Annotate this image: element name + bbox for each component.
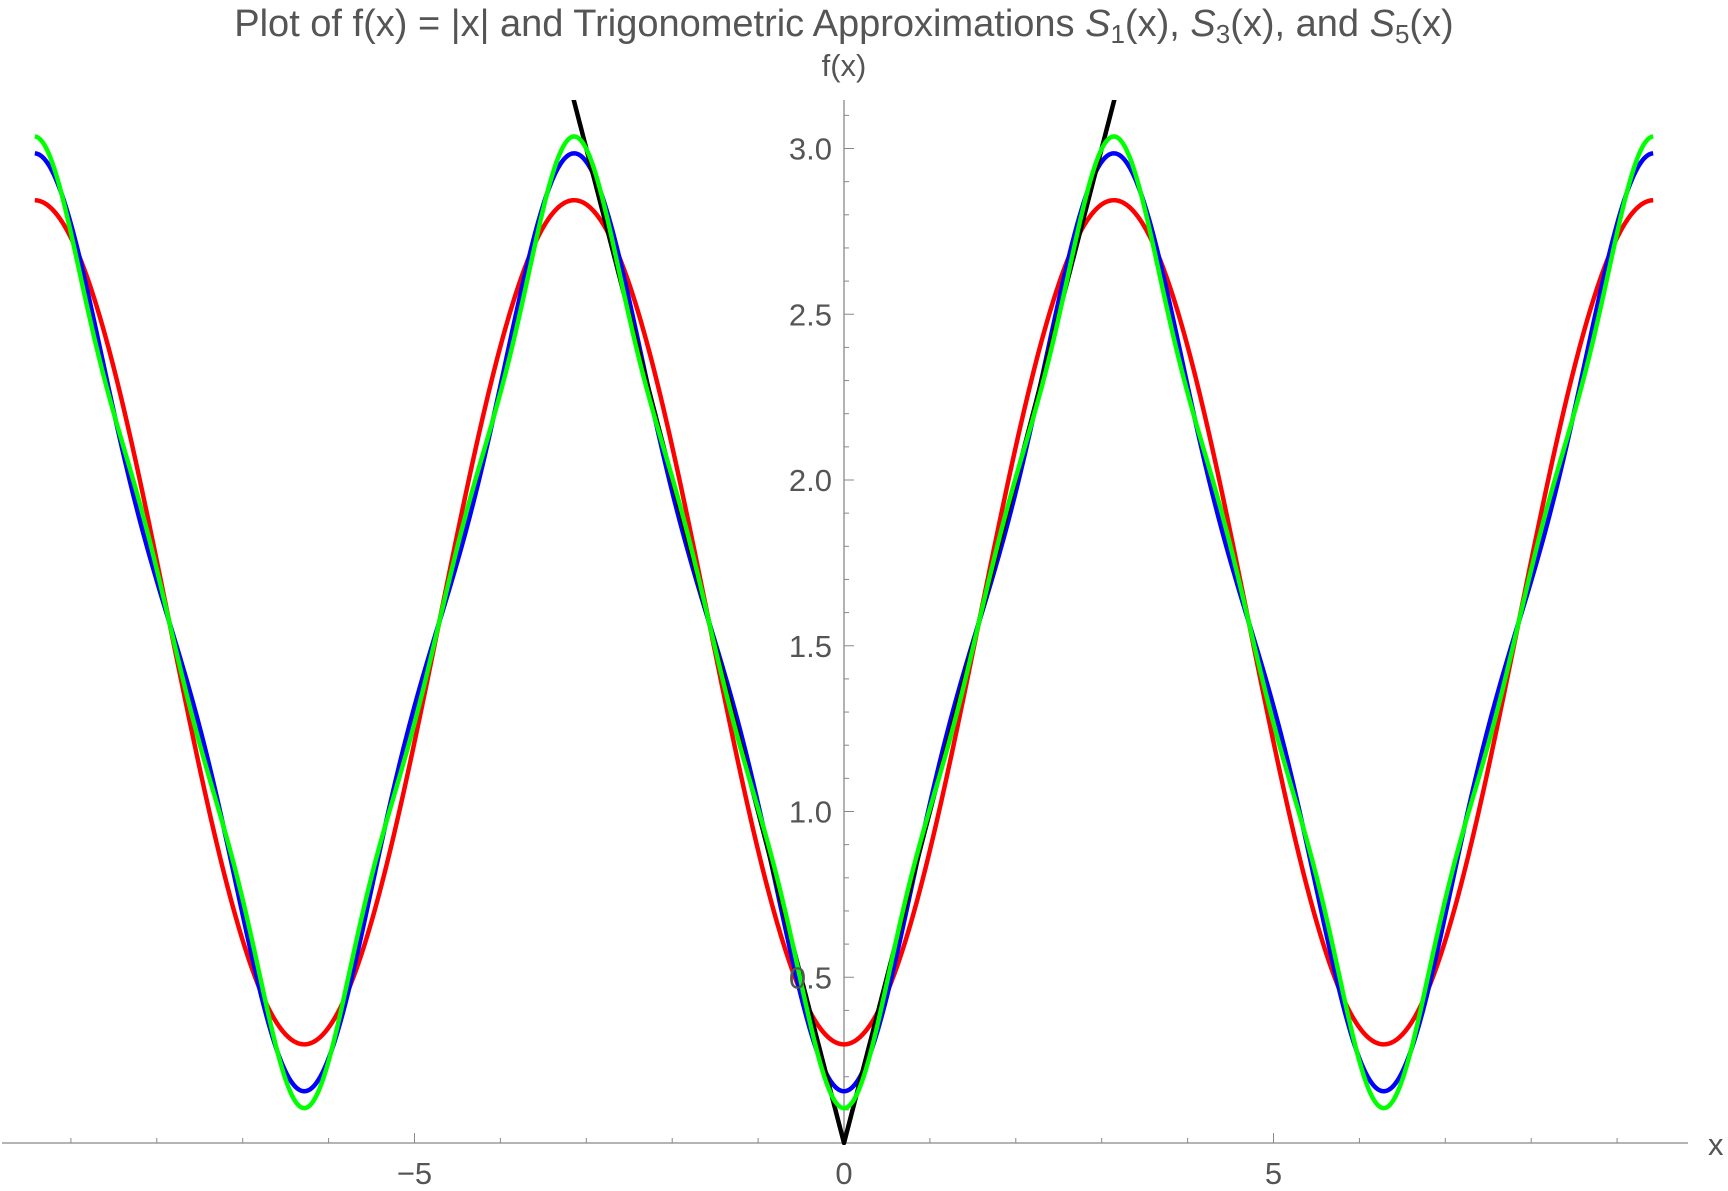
series-line-S3 (34, 151, 1654, 1094)
x-tick-label: 5 (1265, 1156, 1282, 1191)
curves (34, 100, 1654, 1145)
y-tick-label: 1.0 (789, 795, 832, 830)
x-axis-label: x (1708, 1127, 1724, 1162)
tick-labels: −5 0 5 0.5 1.0 1.5 2.0 2.5 3.0 (397, 132, 1282, 1191)
series-line-S5 (34, 134, 1654, 1111)
y-tick-label: 0.5 (789, 960, 832, 995)
y-axis-label: f(x) (822, 48, 867, 83)
title-subscript-3: 3 (1216, 19, 1230, 49)
title-term-5: (x) (1409, 3, 1453, 45)
title-symbol-3: S (1190, 3, 1215, 45)
series-line-S1 (34, 197, 1654, 1047)
y-tick-label: 2.5 (789, 297, 832, 332)
title-subscript-5: 5 (1395, 19, 1409, 49)
chart-title: Plot of f(x) = |x| and Trigonometric App… (234, 3, 1453, 49)
axes (2, 100, 1688, 1144)
x-tick-label: 0 (835, 1156, 852, 1191)
y-tick-label: 3.0 (789, 132, 832, 167)
y-tick-label: 1.5 (789, 629, 832, 664)
title-term-1: (x), (1125, 3, 1190, 45)
title-subscript-1: 1 (1110, 19, 1124, 49)
y-tick-label: 2.0 (789, 463, 832, 498)
title-term-3: (x), and (1230, 3, 1369, 45)
x-tick-label: −5 (397, 1156, 432, 1191)
title-symbol-1: S (1085, 3, 1110, 45)
title-text: Plot of f(x) = |x| and Trigonometric App… (234, 3, 1085, 45)
title-symbol-5: S (1370, 3, 1395, 45)
